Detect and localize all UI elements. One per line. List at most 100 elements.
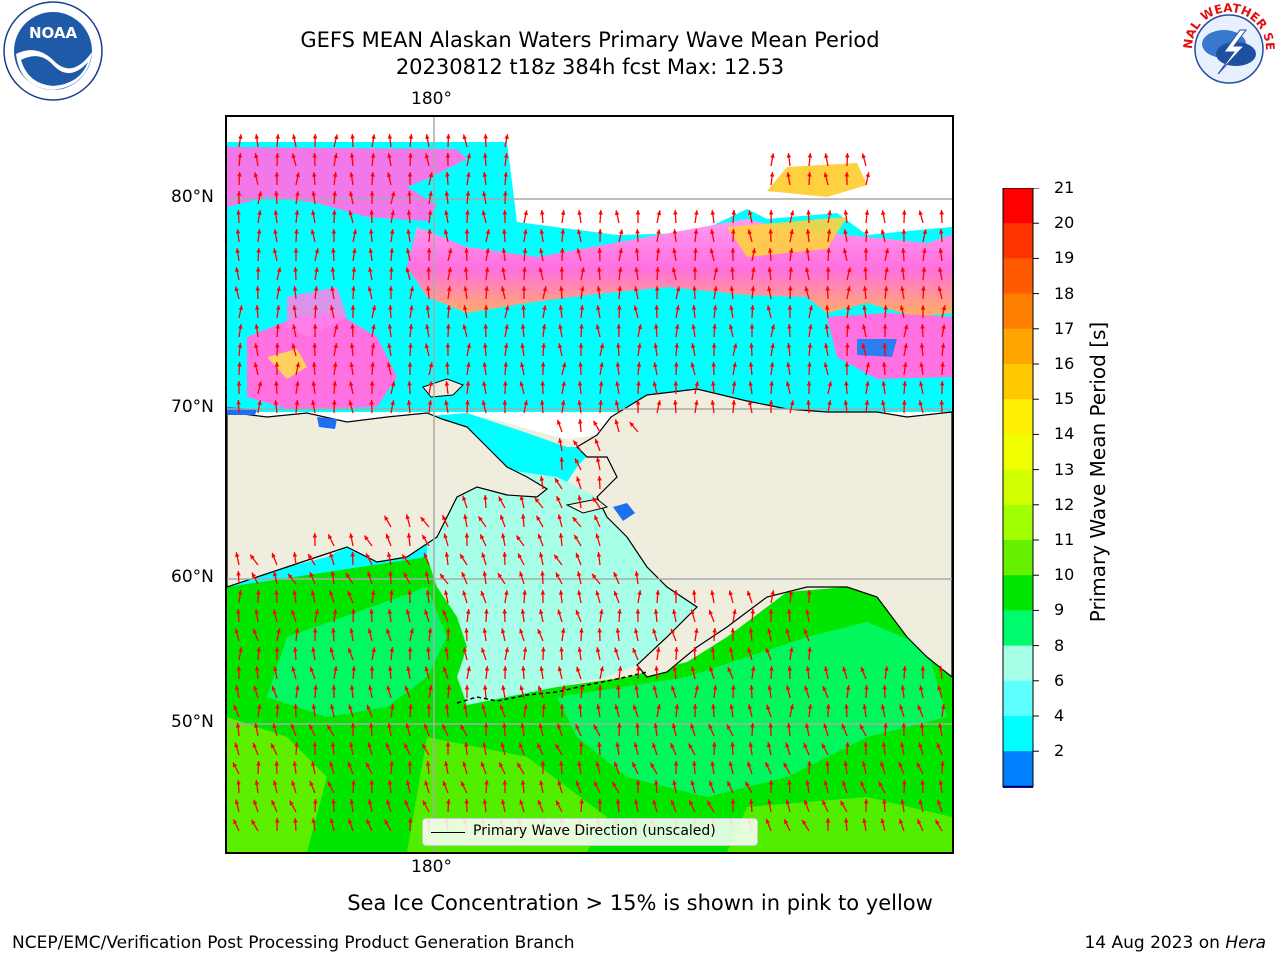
wave-arrow-head: [730, 267, 735, 272]
wave-arrow-head: [865, 362, 870, 368]
wave-arrow-head: [295, 191, 300, 196]
wave-arrow-head: [748, 210, 753, 216]
wave-arrow-head: [369, 666, 375, 671]
wave-arrow-head: [865, 381, 870, 386]
wave-arrow-head: [236, 780, 241, 785]
wave-arrow-head: [403, 572, 408, 578]
wave-arrow-head: [732, 343, 738, 349]
wave-arrow-head: [484, 666, 490, 671]
wave-arrow-head: [387, 343, 392, 348]
wave-arrow-head: [787, 609, 792, 614]
wave-arrow-head: [937, 685, 942, 691]
wave-arrow-head: [500, 742, 505, 748]
wave-arrow-head: [555, 743, 560, 749]
wave-arrow-head: [785, 799, 790, 805]
wave-arrow-head: [500, 286, 506, 292]
wave-arrow-head: [900, 286, 905, 291]
wave-arrow-head: [331, 628, 336, 633]
wave-arrow-head: [919, 362, 924, 367]
wave-arrow-head: [442, 610, 447, 615]
wave-arrow-head: [329, 818, 335, 824]
wave-arrow-head: [573, 440, 578, 446]
wave-arrow-head: [768, 229, 773, 234]
wave-arrow-head: [900, 742, 905, 748]
wave-arrow-head: [824, 343, 829, 348]
wave-arrow-head: [463, 305, 468, 311]
wave-arrow-head: [408, 153, 413, 158]
wave-arrow-head: [254, 666, 260, 671]
colorbar-band: [1003, 716, 1033, 752]
colorbar-tick-label: 4: [1054, 706, 1065, 725]
wave-arrow-head: [765, 818, 771, 824]
colorbar-tick-label: 10: [1054, 565, 1075, 585]
wave-arrow-head: [274, 647, 280, 652]
chart-title: GEFS MEAN Alaskan Waters Primary Wave Me…: [300, 28, 880, 52]
wave-arrow-head: [731, 229, 736, 234]
wave-arrow-head: [369, 191, 375, 196]
wave-arrow-head: [577, 381, 583, 386]
wave-arrow-head: [598, 400, 603, 405]
wave-arrow-head: [252, 628, 258, 634]
wave-arrow-head: [537, 743, 542, 749]
wave-arrow-head: [674, 324, 680, 329]
wave-arrow-head: [711, 362, 716, 367]
wave-arrow-head: [520, 324, 526, 329]
wave-arrow-head: [274, 362, 280, 367]
wave-arrow-head: [709, 666, 714, 672]
wave-arrow-head: [480, 534, 485, 540]
wave-arrow-head: [333, 153, 338, 158]
wave-arrow-head: [428, 362, 434, 368]
wave-arrow-head: [712, 305, 718, 310]
wave-arrow-head: [731, 210, 736, 215]
wave-arrow-head: [862, 818, 867, 823]
wave-arrow-head: [595, 324, 601, 330]
wave-arrow-head: [806, 400, 811, 405]
wave-arrow-head: [481, 704, 486, 710]
wave-arrow-head: [540, 381, 545, 386]
wave-arrow-head: [312, 628, 318, 633]
wave-arrow-head: [694, 210, 699, 215]
wave-arrow-head: [445, 343, 451, 348]
wave-arrow-head: [385, 533, 391, 539]
wave-arrow-head: [404, 685, 410, 691]
wave-arrow-head: [635, 210, 641, 215]
wave-arrow-head: [921, 286, 926, 291]
wave-arrow-head: [426, 286, 431, 291]
wave-arrow-head: [940, 761, 945, 766]
wave-arrow-head: [349, 742, 354, 747]
wave-arrow-head: [386, 628, 391, 634]
wave-arrow-head: [822, 800, 827, 806]
wave-arrow-head: [826, 229, 832, 234]
colorbar-tick-label: 21: [1054, 178, 1075, 197]
wave-arrow-head: [749, 343, 754, 348]
wave-arrow-head: [351, 286, 356, 291]
wave-arrow-head: [785, 742, 790, 748]
wave-arrow-head: [882, 324, 888, 329]
colorbar-tick-label: 16: [1054, 354, 1075, 373]
wave-arrow-head: [274, 381, 279, 386]
wave-arrow-head: [918, 400, 923, 406]
wave-arrow-head: [807, 761, 812, 766]
wave-arrow-head: [332, 362, 338, 367]
wave-arrow-head: [803, 743, 808, 748]
colorbar-band: [1003, 399, 1033, 435]
wave-arrow-head: [861, 761, 867, 767]
wave-arrow-head: [654, 780, 659, 785]
wave-arrow-head: [827, 400, 832, 405]
wave-arrow-head: [637, 343, 642, 348]
wave-arrow-head: [539, 476, 545, 481]
wave-arrow-head: [577, 229, 582, 235]
wave-arrow-head: [919, 723, 925, 728]
wave-arrow-head: [327, 724, 332, 730]
nws-logo: NATIONAL WEATHER SERVICE: [1173, 0, 1280, 104]
wave-arrow-head: [864, 210, 870, 215]
wave-arrow-head: [292, 305, 297, 310]
wave-arrow-head: [388, 286, 394, 291]
wave-arrow-head: [483, 134, 488, 139]
wave-arrow-head: [500, 628, 506, 634]
wave-arrow-head: [827, 381, 833, 387]
wave-arrow-head: [730, 799, 736, 804]
wave-arrow-head: [730, 628, 736, 633]
wave-arrow-head: [540, 571, 545, 576]
wave-arrow-head: [446, 628, 451, 633]
